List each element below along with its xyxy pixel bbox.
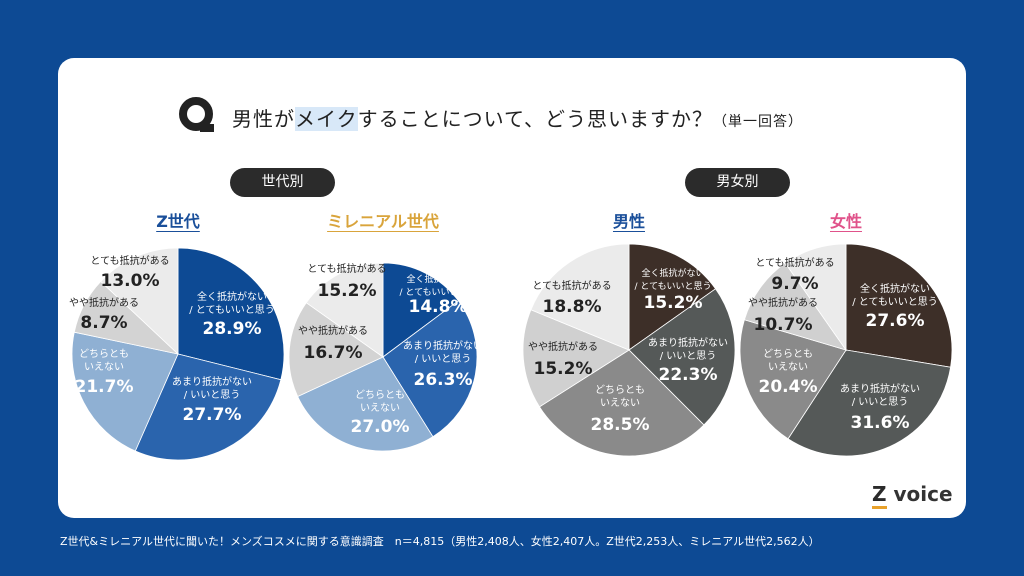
slice-category-label: あまり抵抗がない — [172, 375, 252, 388]
slice-category-label: / とてもいいと思う — [635, 281, 712, 292]
pie-slice — [134, 353, 282, 461]
pie-slice — [845, 243, 953, 368]
pie-slice — [787, 349, 952, 457]
slice-category-label: やや抵抗がある — [69, 296, 139, 309]
pie-slice — [177, 247, 285, 381]
slice-category-label: いえない — [84, 361, 124, 373]
footer-note: Z世代&ミレニアル世代に聞いた！メンズコスメに関する意識調査 n＝4,815（男… — [60, 535, 820, 548]
slice-category-label: / いいと思う — [415, 353, 472, 365]
zvoice-logo: Z voice — [872, 482, 953, 509]
pie-slice — [538, 349, 705, 457]
question-title: 男性がメイクすることについて、どう思いますか？（単一回答） — [232, 107, 804, 131]
pie-slice — [530, 243, 630, 351]
pie-slice — [100, 247, 179, 355]
slice-value-label: 15.2% — [318, 281, 377, 301]
pie-slice — [288, 302, 384, 398]
pie-slice — [743, 262, 847, 351]
q-icon — [179, 97, 214, 132]
slice-value-label: 9.7% — [771, 274, 818, 294]
pie-slice — [628, 243, 717, 351]
slice-value-label: 28.9% — [203, 319, 262, 339]
slice-value-label: 22.3% — [659, 365, 718, 385]
slice-value-label: 26.3% — [414, 370, 473, 390]
slice-category-label: とても抵抗がある — [755, 256, 834, 269]
slice-value-label: 21.7% — [75, 377, 134, 397]
group-pill-gender: 男女別 — [685, 168, 790, 197]
slice-category-label: / とてもいいと思う — [400, 287, 477, 298]
slice-category-label: 全く抵抗がない — [860, 282, 930, 295]
slice-value-label: 20.4% — [759, 377, 818, 397]
slice-value-label: 27.6% — [866, 311, 925, 331]
slice-category-label: 全く抵抗がない — [641, 267, 704, 279]
pie-slice — [522, 309, 630, 408]
slice-category-label: / いいと思う — [852, 396, 909, 408]
pie-title-gen-z: Z世代 — [156, 212, 200, 231]
slice-value-label: 16.7% — [304, 343, 363, 363]
slice-value-label: 18.8% — [543, 297, 602, 317]
pie-slice — [71, 331, 179, 452]
slice-value-label: 8.7% — [80, 313, 127, 333]
slice-category-label: / とてもいいと思う — [852, 296, 938, 308]
slice-category-label: やや抵抗がある — [748, 296, 818, 309]
slice-value-label: 13.0% — [101, 271, 160, 291]
slice-value-label: 15.2% — [644, 293, 703, 313]
pie-slice — [382, 300, 478, 438]
slice-category-label: いえない — [360, 402, 400, 414]
slice-value-label: 14.8% — [409, 297, 468, 317]
slice-category-label: やや抵抗がある — [298, 324, 368, 337]
pie-slice — [382, 262, 459, 358]
slice-category-label: やや抵抗がある — [528, 340, 598, 353]
slice-category-label: あまり抵抗がない — [403, 339, 483, 352]
slice-value-label: 15.2% — [534, 359, 593, 379]
slice-category-label: とても抵抗がある — [307, 262, 386, 275]
slice-category-label: あまり抵抗がない — [648, 336, 728, 349]
group-pill-generation: 世代別 — [230, 168, 335, 197]
slice-category-label: どちらとも — [763, 348, 813, 360]
slice-value-label: 10.7% — [754, 315, 813, 335]
slice-category-label: / とてもいいと思う — [189, 304, 275, 316]
pie-title-female: 女性 — [829, 212, 862, 231]
pie-slice — [784, 243, 847, 352]
slice-category-label: 全く抵抗がない — [406, 273, 469, 285]
slice-category-label: いえない — [600, 397, 640, 409]
slice-category-label: どちらとも — [79, 348, 129, 360]
pie-slice — [628, 288, 736, 426]
slice-category-label: とても抵抗がある — [532, 279, 611, 292]
pie-slice — [297, 356, 434, 452]
pie-title-male: 男性 — [612, 212, 645, 231]
slice-value-label: 31.6% — [851, 413, 910, 433]
slice-value-label: 27.7% — [183, 405, 242, 425]
slice-category-label: 全く抵抗がない — [197, 290, 267, 303]
slice-category-label: どちらとも — [595, 384, 645, 396]
slice-category-label: あまり抵抗がない — [840, 382, 920, 395]
pie-title-millennial: ミレニアル世代 — [327, 212, 439, 231]
slice-value-label: 27.0% — [351, 417, 410, 437]
slice-category-label: / いいと思う — [660, 350, 717, 362]
pie-slice — [739, 319, 847, 440]
pie-slice — [305, 262, 384, 358]
slice-category-label: / いいと思う — [184, 389, 241, 401]
slice-value-label: 28.5% — [591, 415, 650, 435]
slice-category-label: どちらとも — [355, 389, 405, 401]
slice-category-label: いえない — [768, 361, 808, 373]
slice-category-label: とても抵抗がある — [90, 254, 169, 267]
